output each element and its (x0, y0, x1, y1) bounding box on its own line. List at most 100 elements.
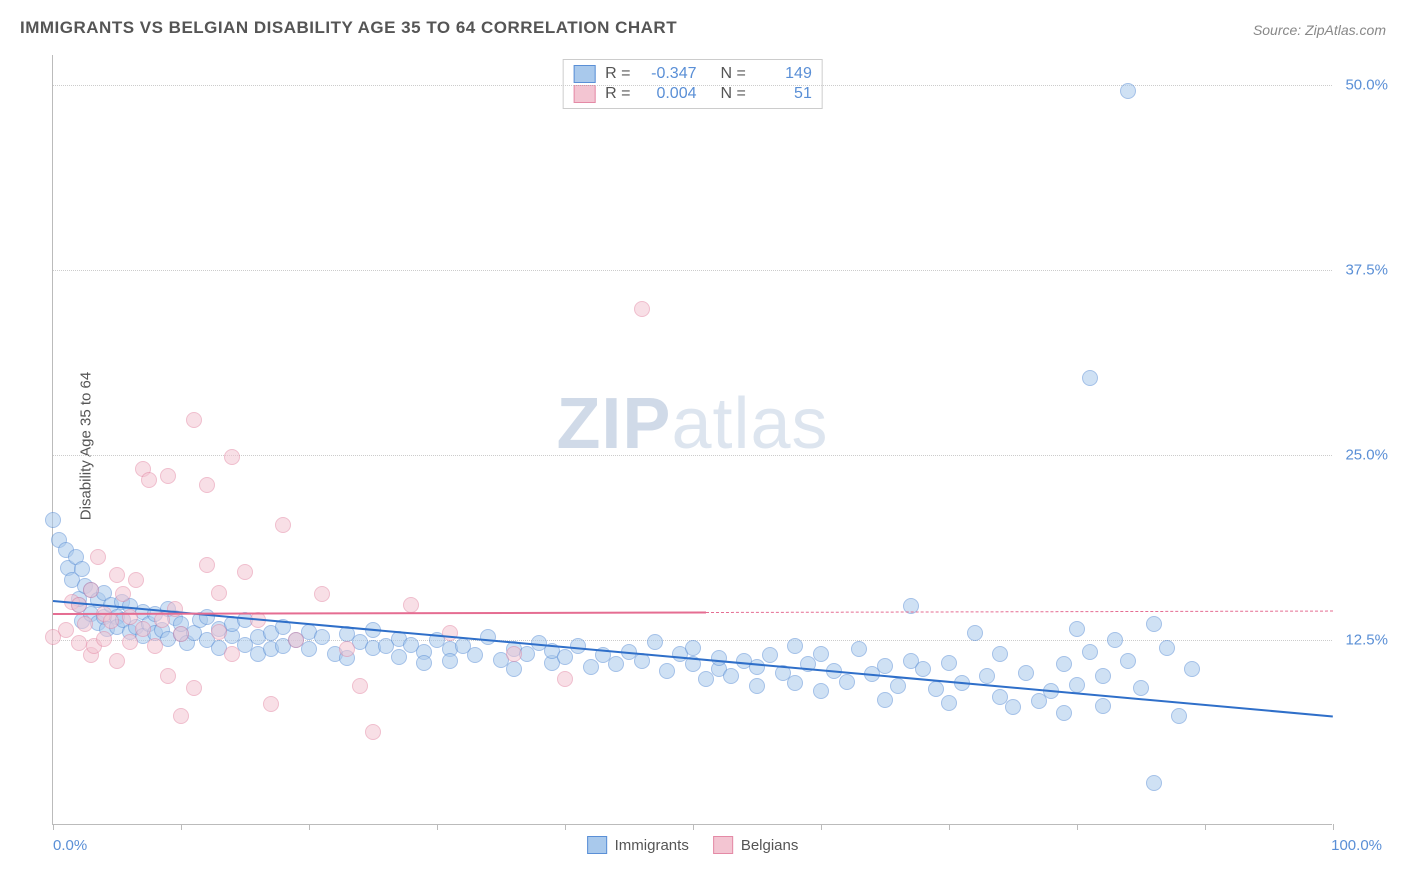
stat-n-value: 149 (756, 65, 812, 83)
data-point (647, 634, 663, 650)
data-point (74, 561, 90, 577)
data-point (199, 557, 215, 573)
data-point (224, 449, 240, 465)
source-prefix: Source: (1253, 22, 1305, 38)
data-point (416, 655, 432, 671)
x-axis-max-label: 100.0% (1331, 837, 1382, 854)
data-point (967, 625, 983, 641)
legend-item: Belgians (713, 836, 799, 854)
data-point (1146, 616, 1162, 632)
y-tick-label: 50.0% (1345, 76, 1388, 93)
chart-title: IMMIGRANTS VS BELGIAN DISABILITY AGE 35 … (20, 18, 677, 38)
data-point (237, 564, 253, 580)
data-point (557, 671, 573, 687)
scatter-plot: ZIPatlas R =-0.347N =149R =0.004N =51 Im… (52, 55, 1332, 825)
data-point (1184, 661, 1200, 677)
data-point (147, 638, 163, 654)
gridline (53, 85, 1332, 86)
x-tick (821, 824, 822, 830)
source-name: ZipAtlas.com (1305, 22, 1386, 38)
data-point (723, 668, 739, 684)
data-point (109, 653, 125, 669)
data-point (787, 638, 803, 654)
x-tick (565, 824, 566, 830)
data-point (1082, 370, 1098, 386)
data-point (506, 661, 522, 677)
data-point (1018, 665, 1034, 681)
data-point (199, 609, 215, 625)
x-tick (949, 824, 950, 830)
data-point (583, 659, 599, 675)
data-point (167, 601, 183, 617)
data-point (314, 629, 330, 645)
data-point (90, 549, 106, 565)
data-point (1056, 705, 1072, 721)
x-tick (1333, 824, 1334, 830)
watermark: ZIPatlas (556, 383, 828, 465)
x-tick (1077, 824, 1078, 830)
data-point (928, 681, 944, 697)
watermark-zip: ZIP (556, 384, 671, 464)
data-point (467, 647, 483, 663)
data-point (71, 635, 87, 651)
data-point (608, 656, 624, 672)
legend-swatch (587, 836, 607, 854)
stat-row: R =-0.347N =149 (573, 64, 812, 84)
data-point (1133, 680, 1149, 696)
data-point (314, 586, 330, 602)
legend-swatch (573, 85, 595, 103)
data-point (1082, 644, 1098, 660)
stat-r-label: R = (605, 85, 630, 103)
data-point (1120, 83, 1136, 99)
stat-n-label: N = (721, 65, 746, 83)
trend-line (53, 600, 1333, 718)
data-point (186, 412, 202, 428)
legend-swatch (713, 836, 733, 854)
data-point (1056, 656, 1072, 672)
stat-n-label: N = (721, 85, 746, 103)
data-point (1146, 775, 1162, 791)
data-point (659, 663, 675, 679)
data-point (1005, 699, 1021, 715)
data-point (762, 647, 778, 663)
data-point (941, 655, 957, 671)
data-point (135, 621, 151, 637)
data-point (787, 675, 803, 691)
data-point (890, 678, 906, 694)
x-tick (437, 824, 438, 830)
data-point (442, 653, 458, 669)
data-point (339, 641, 355, 657)
data-point (96, 631, 112, 647)
trend-line (706, 610, 1333, 612)
data-point (634, 301, 650, 317)
data-point (160, 668, 176, 684)
y-tick-label: 12.5% (1345, 631, 1388, 648)
data-point (711, 650, 727, 666)
data-point (365, 724, 381, 740)
data-point (992, 646, 1008, 662)
stat-r-label: R = (605, 65, 630, 83)
data-point (109, 567, 125, 583)
data-point (1069, 621, 1085, 637)
stat-r-value: 0.004 (641, 85, 697, 103)
data-point (83, 582, 99, 598)
data-point (1159, 640, 1175, 656)
data-point (813, 683, 829, 699)
data-point (685, 640, 701, 656)
legend-swatch (573, 65, 595, 83)
data-point (352, 678, 368, 694)
data-point (224, 646, 240, 662)
data-point (403, 597, 419, 613)
stat-n-value: 51 (756, 85, 812, 103)
data-point (173, 708, 189, 724)
data-point (263, 696, 279, 712)
gridline (53, 270, 1332, 271)
data-point (122, 609, 138, 625)
source-text: Source: ZipAtlas.com (1253, 22, 1386, 38)
data-point (877, 692, 893, 708)
data-point (813, 646, 829, 662)
data-point (1095, 668, 1111, 684)
trend-line (53, 612, 706, 616)
data-point (199, 477, 215, 493)
data-point (839, 674, 855, 690)
